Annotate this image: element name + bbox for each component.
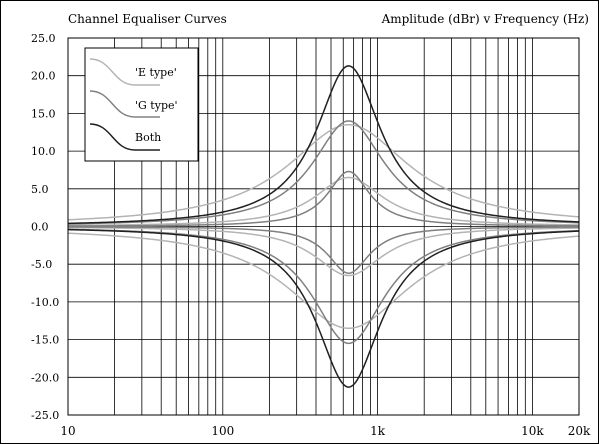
- y-tick-label: -20.0: [31, 371, 59, 384]
- series-line: [67, 232, 580, 330]
- series-line: [67, 226, 580, 277]
- y-tick-label: 5.0: [31, 183, 49, 196]
- x-tick-label: 1k: [370, 424, 386, 438]
- series-group: [67, 65, 580, 388]
- series-line: [67, 120, 580, 225]
- legend-label-g-type: 'G type': [135, 99, 178, 112]
- legend-box: [84, 47, 199, 162]
- series-line: [68, 170, 580, 227]
- chart-subtitle: Amplitude (dBr) v Frequency (Hz): [381, 12, 589, 26]
- legend-swatch-e-type: [89, 58, 160, 86]
- series-line: [68, 226, 580, 274]
- y-tick-label: 10.0: [31, 145, 56, 158]
- chart-title: Channel Equaliser Curves: [68, 12, 227, 26]
- series-line: [67, 228, 580, 388]
- y-tick-label: 0.0: [31, 221, 49, 234]
- y-tick-label: 20.0: [31, 70, 56, 83]
- y-tick-label: -15.0: [31, 334, 59, 347]
- x-tick-label: 100: [211, 424, 234, 438]
- y-tick-label: 15.0: [31, 107, 56, 120]
- x-tick-label: 10k: [521, 424, 544, 438]
- x-tick-label: 10: [60, 424, 75, 438]
- series-line: [67, 123, 580, 221]
- legend-swatch-both: [89, 123, 160, 151]
- legend: 'E type' 'G type' Both: [84, 47, 199, 162]
- y-tick-label: -10.0: [31, 296, 59, 309]
- legend-swatch-g-type: [89, 90, 160, 118]
- y-tick-label: -25.0: [31, 409, 59, 422]
- y-tick-label: -5.0: [31, 258, 52, 271]
- series-line: [67, 176, 580, 227]
- legend-label-both: Both: [135, 131, 161, 144]
- y-tick-label: 25.0: [31, 32, 56, 45]
- series-line: [67, 65, 580, 225]
- plot-area-border: [67, 37, 580, 416]
- legend-label-e-type: 'E type': [135, 66, 177, 79]
- tick-labels: 25.0 20.0 15.0 10.0 5.0 0.0 -5.0 -10.0 -15.0 -20.…: [31, 32, 591, 438]
- x-tick-label: 20k: [568, 424, 591, 438]
